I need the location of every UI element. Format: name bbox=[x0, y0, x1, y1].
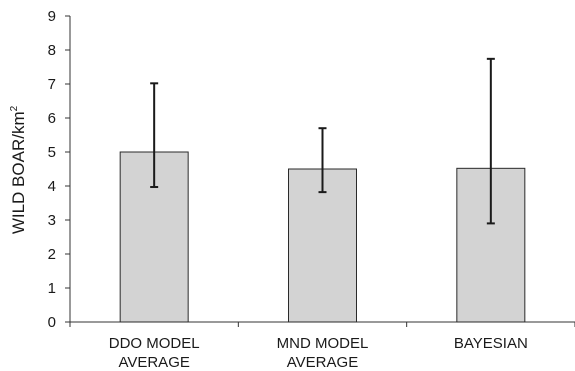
y-tick-label: 9 bbox=[48, 8, 56, 25]
y-tick-label: 8 bbox=[48, 42, 56, 59]
y-tick-label: 6 bbox=[48, 110, 56, 127]
bar bbox=[288, 168, 357, 323]
y-tick-label: 3 bbox=[48, 212, 56, 229]
y-tick-label: 4 bbox=[48, 178, 56, 195]
x-axis-labels: DDO MODEL AVERAGE MND MODEL AVERAGE BAYESIAN bbox=[109, 335, 528, 371]
bars bbox=[119, 151, 526, 323]
y-tick-label: 0 bbox=[48, 314, 56, 331]
svg-text:WILD BOAR/km2: WILD BOAR/km2 bbox=[9, 105, 28, 234]
y-tick-label: 7 bbox=[48, 76, 56, 93]
y-axis-label-superscript: 2 bbox=[9, 105, 20, 111]
y-axis-label: WILD BOAR/km2 bbox=[9, 105, 28, 234]
x-category-label: DDO MODEL AVERAGE bbox=[109, 335, 200, 371]
y-tick-label: 1 bbox=[48, 280, 56, 297]
y-tick-label: 2 bbox=[48, 246, 56, 263]
y-tick-label: 5 bbox=[48, 144, 56, 161]
y-axis-label-text: WILD BOAR/km bbox=[9, 111, 28, 234]
error-bars bbox=[150, 57, 495, 225]
x-category-label: BAYESIAN bbox=[454, 335, 528, 352]
y-ticks: 0 1 2 3 4 5 6 7 8 9 bbox=[48, 8, 70, 331]
x-category-label: MND MODEL AVERAGE bbox=[277, 335, 369, 371]
